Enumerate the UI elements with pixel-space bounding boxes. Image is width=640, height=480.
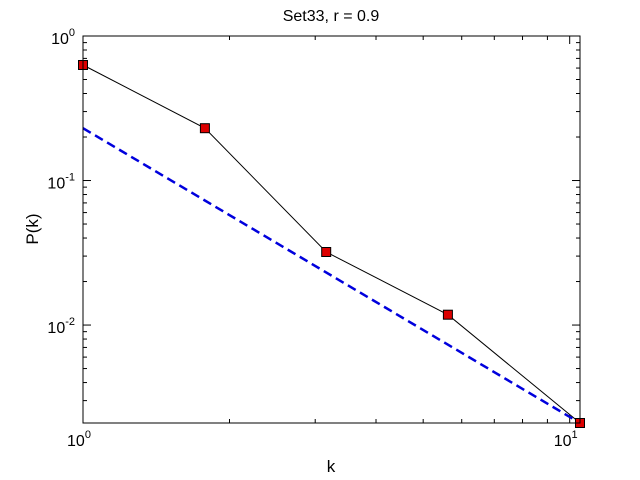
data-point: [199, 123, 210, 134]
x-axis-label: k: [327, 457, 336, 476]
fit-line: [82, 127, 581, 425]
x-tick-label: 101: [554, 429, 578, 450]
chart-title: Set33, r = 0.9: [283, 8, 380, 25]
tick-labels: 100 101 100 10-1 10-2: [47, 27, 577, 450]
data-point: [442, 309, 453, 320]
plot-area: [83, 36, 580, 423]
y-tick-label: 10-2: [47, 316, 75, 337]
y-tick-label: 100: [51, 27, 75, 48]
minor-ticks: [83, 36, 580, 423]
data-point: [321, 247, 332, 257]
plot-frame: [82, 35, 581, 424]
x-tick-label: 100: [67, 429, 91, 450]
y-tick-label: 10-1: [47, 172, 75, 193]
y-axis-label: P(k): [23, 213, 42, 244]
